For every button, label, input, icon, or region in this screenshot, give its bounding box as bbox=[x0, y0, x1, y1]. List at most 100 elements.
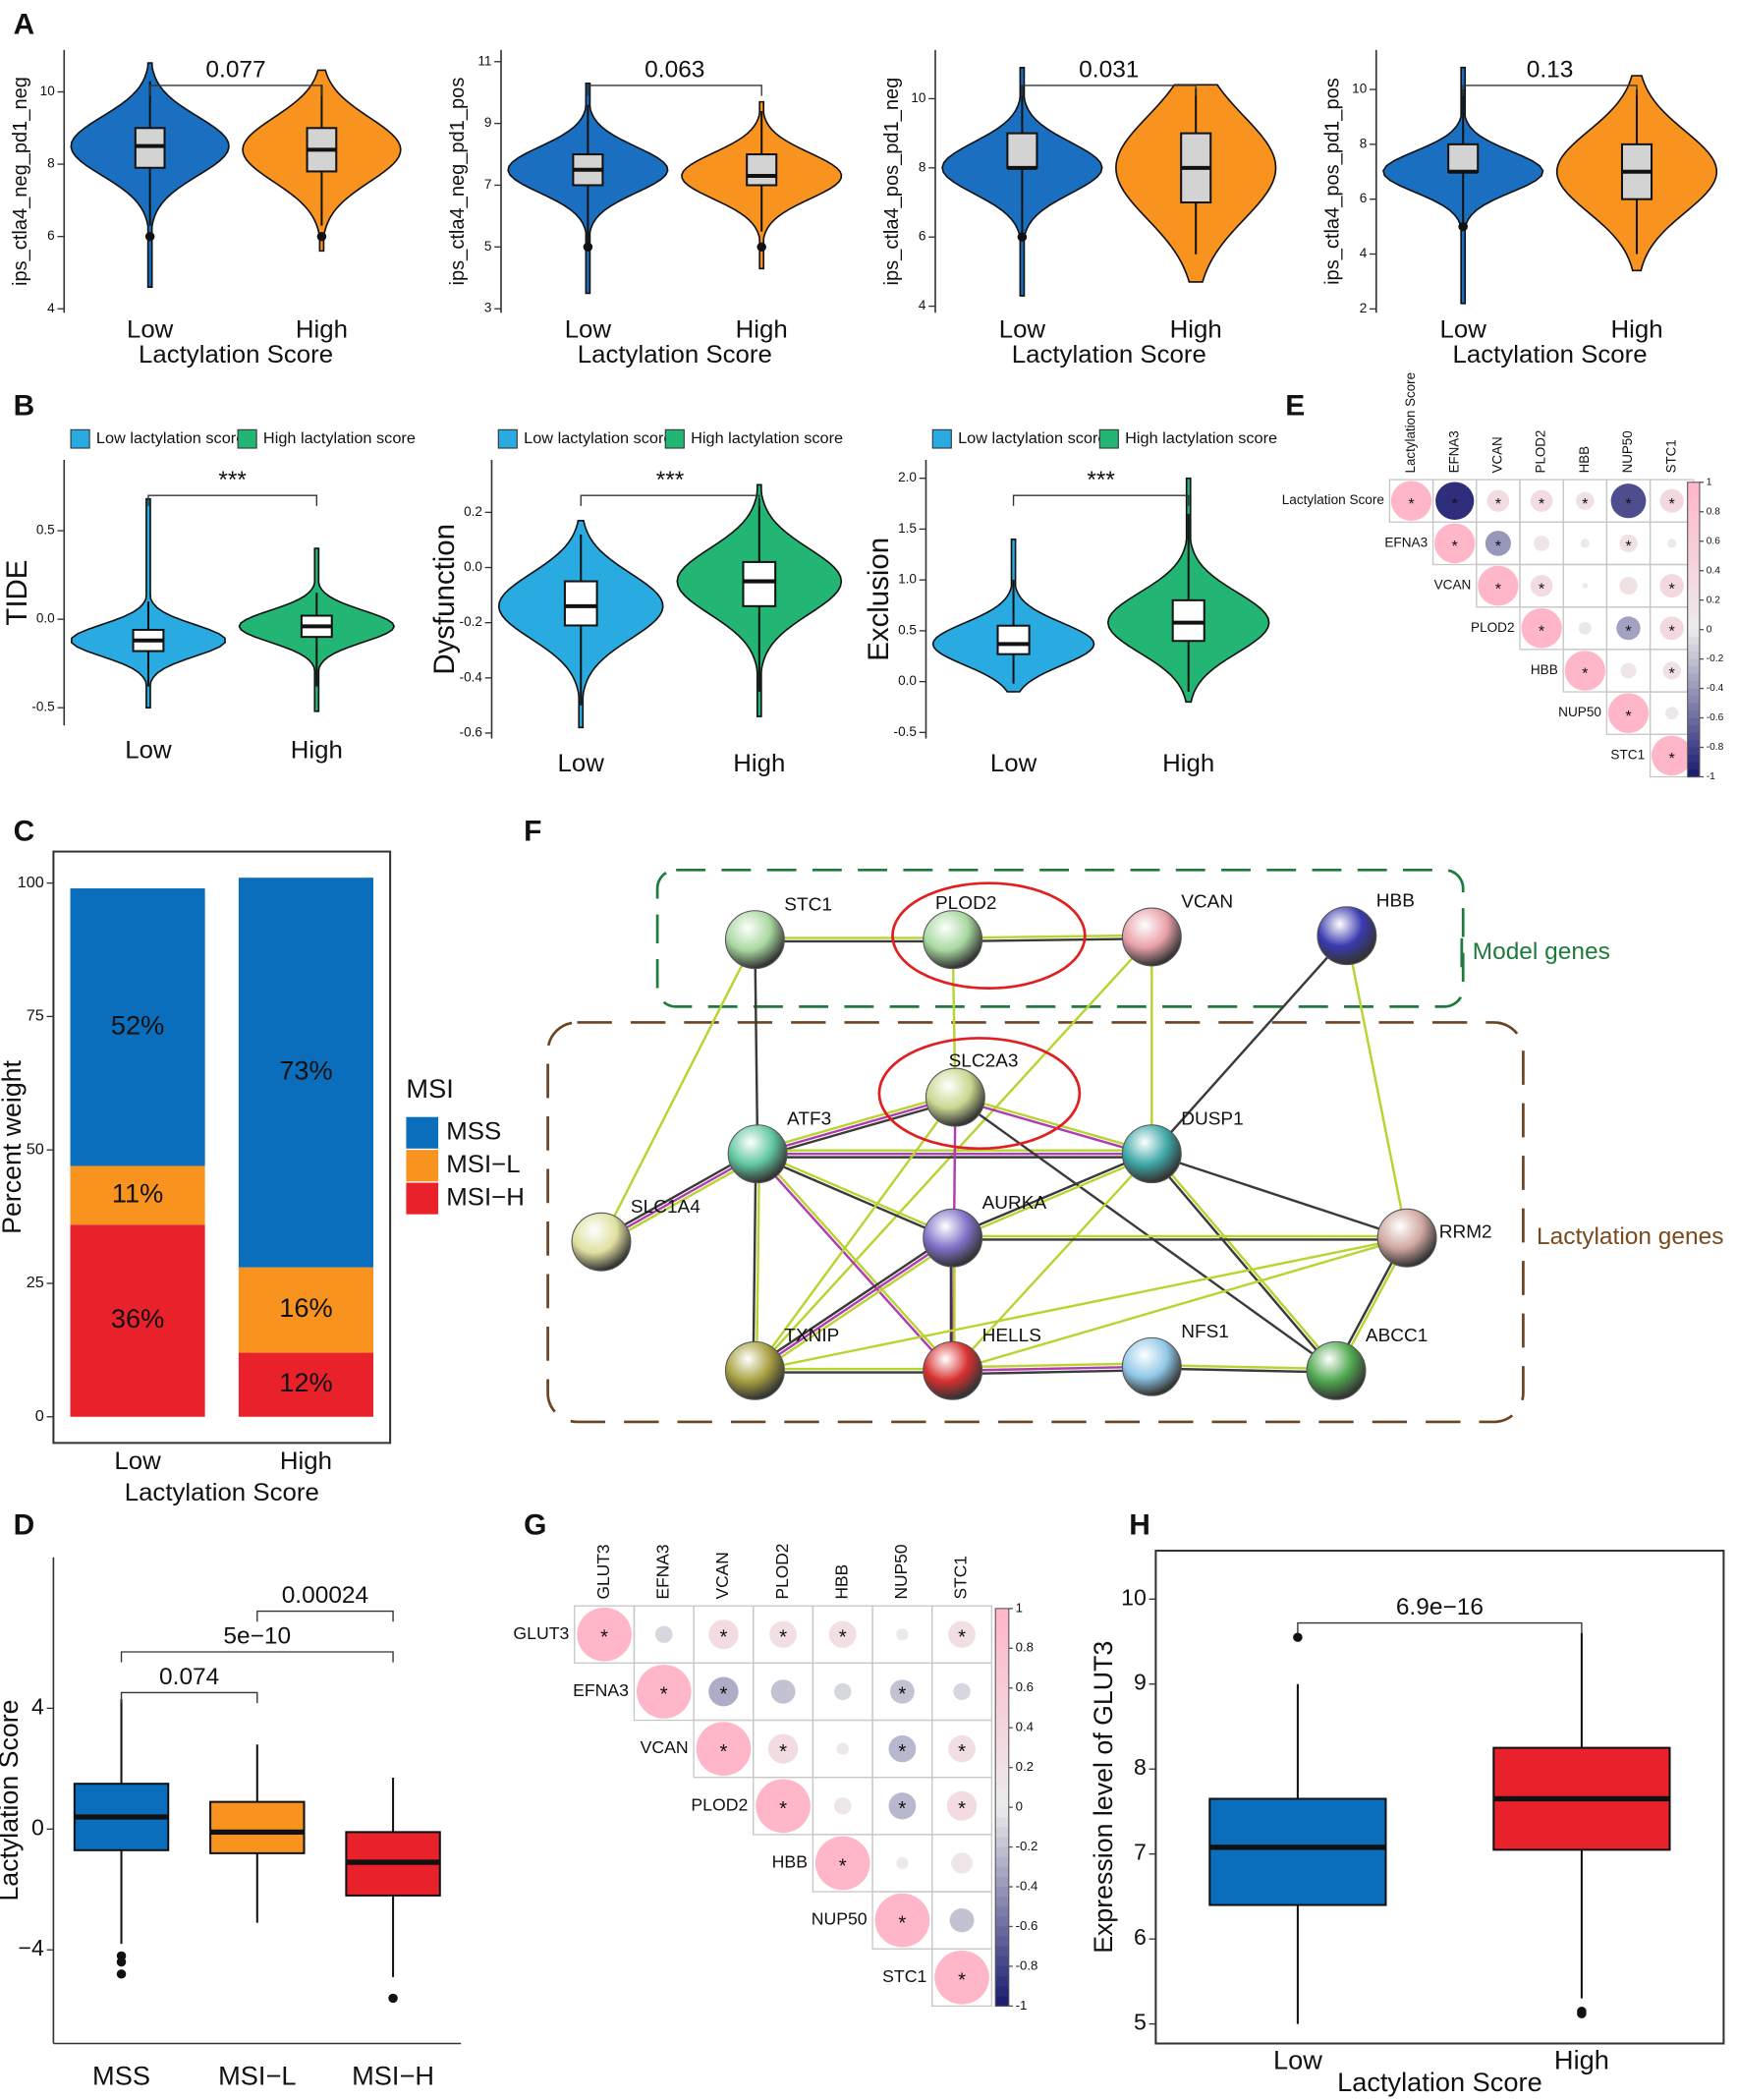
y-tick-label: 7 bbox=[1134, 1840, 1147, 1865]
network-node bbox=[571, 1212, 632, 1272]
colorbar-step bbox=[995, 1897, 1009, 1907]
row-label: STC1 bbox=[1610, 748, 1645, 763]
significance-star: * bbox=[1495, 580, 1502, 597]
panel-letter: G bbox=[524, 1509, 546, 1542]
p-value-label: 5e−10 bbox=[223, 1623, 291, 1650]
y-tick-label: 8 bbox=[1134, 1754, 1147, 1780]
y-tick-label: 0 bbox=[31, 1814, 44, 1840]
x-axis-title: Lactylation Score bbox=[1453, 341, 1648, 369]
network-edge bbox=[756, 1154, 953, 1241]
legend-swatch bbox=[406, 1116, 439, 1149]
colorbar-step bbox=[995, 1837, 1009, 1848]
network-edge bbox=[752, 1233, 952, 1369]
colorbar-step bbox=[1687, 599, 1700, 608]
network-node bbox=[1121, 1336, 1182, 1396]
significance-star: * bbox=[1669, 623, 1676, 641]
significance-star: * bbox=[1408, 495, 1415, 513]
column-label: Lactylation Score bbox=[1403, 372, 1418, 473]
y-tick-label: 0.0 bbox=[36, 611, 55, 626]
correlation-circle bbox=[833, 1797, 852, 1815]
outlier bbox=[1293, 1632, 1303, 1642]
bar-segment bbox=[70, 1224, 205, 1417]
column-label: HBB bbox=[831, 1564, 851, 1600]
column-label: PLOD2 bbox=[772, 1544, 792, 1600]
colorbar-step bbox=[1687, 614, 1700, 623]
legend-label: Low lactylation score bbox=[96, 429, 245, 447]
column-label: HBB bbox=[1577, 446, 1592, 473]
network-edge bbox=[1345, 935, 1409, 1238]
correlation-circle bbox=[1620, 662, 1637, 679]
x-tick-label: Low bbox=[558, 750, 605, 777]
colorbar-step bbox=[1687, 555, 1700, 564]
node-label: NFS1 bbox=[1181, 1322, 1229, 1342]
correlation-circle bbox=[1578, 621, 1592, 635]
correlation-circle bbox=[696, 1722, 752, 1776]
colorbar-step bbox=[995, 1728, 1009, 1738]
x-tick-label: High bbox=[291, 737, 343, 765]
colorbar-step bbox=[1687, 652, 1700, 660]
column-label: VCAN bbox=[712, 1552, 732, 1599]
significance-star: * bbox=[1539, 580, 1545, 597]
bar-value-label: 52% bbox=[111, 1011, 164, 1041]
panel-letter: C bbox=[14, 816, 35, 848]
y-tick-label: 9 bbox=[1134, 1670, 1147, 1695]
network-edge bbox=[755, 1236, 1408, 1372]
outlier bbox=[116, 1969, 127, 1979]
y-tick-label: 50 bbox=[27, 1141, 44, 1159]
network-node bbox=[1121, 1124, 1182, 1184]
colorbar-step bbox=[995, 1965, 1009, 1977]
correlation-circle bbox=[1576, 491, 1595, 510]
network-node bbox=[925, 1067, 985, 1127]
y-tick-label: 10 bbox=[1121, 1584, 1147, 1610]
significance-star: * bbox=[958, 1627, 966, 1649]
network-edge bbox=[952, 1236, 1408, 1372]
network: STC1 PLOD2 VCAN HBB SLC2A3 ATF3 DUSP1 SLC1A4 AUR… bbox=[571, 890, 1492, 1400]
network-edge bbox=[602, 1156, 760, 1246]
correlation-circle bbox=[1434, 523, 1476, 564]
correlation-circle bbox=[1521, 607, 1562, 649]
colorbar-step bbox=[995, 1658, 1009, 1670]
colorbar-step bbox=[1687, 504, 1700, 513]
significance-star: * bbox=[1452, 538, 1459, 555]
y-tick-label: 8 bbox=[919, 159, 926, 174]
significance-star: * bbox=[779, 1741, 787, 1763]
significance-star: * bbox=[958, 1741, 966, 1763]
y-axis-title: Percent weight bbox=[0, 1060, 27, 1234]
x-tick-label: High bbox=[1554, 2045, 1609, 2074]
comparison-bracket bbox=[147, 494, 317, 506]
model-genes-box bbox=[655, 868, 1465, 1008]
network-edge bbox=[1151, 1367, 1336, 1374]
colorbar-step bbox=[1687, 710, 1700, 719]
legend-swatch bbox=[1098, 428, 1119, 449]
significance-star: * bbox=[1539, 495, 1545, 513]
comparison-bracket bbox=[1462, 85, 1638, 96]
x-axis-title: Lactylation Score bbox=[1012, 341, 1206, 369]
colorbar-step bbox=[995, 1697, 1009, 1709]
colorbar-step bbox=[1687, 607, 1700, 616]
bar-value-label: 11% bbox=[112, 1179, 163, 1209]
network-edge bbox=[952, 1154, 1153, 1241]
network-edge bbox=[1151, 1363, 1337, 1371]
highlight-ring bbox=[877, 1037, 1082, 1151]
x-tick-label: Low bbox=[565, 316, 612, 344]
bar-value-label: 12% bbox=[279, 1368, 332, 1397]
y-tick-label: 4 bbox=[1360, 246, 1368, 260]
correlation-circle bbox=[708, 1619, 739, 1650]
significance-star: * bbox=[1539, 623, 1545, 641]
correlation-circle bbox=[833, 1682, 852, 1701]
network-edge bbox=[1151, 1152, 1339, 1371]
colorbar-step bbox=[1687, 489, 1700, 498]
colorbar-step bbox=[1687, 681, 1700, 690]
x-tick-label: High bbox=[1610, 316, 1662, 344]
correlation-circle bbox=[874, 1893, 930, 1948]
node-label: VCAN bbox=[1181, 892, 1233, 913]
row-label: PLOD2 bbox=[1471, 620, 1515, 635]
legend-swatch bbox=[497, 428, 518, 449]
correlation-circle bbox=[1534, 536, 1550, 551]
colorbar-step bbox=[995, 1638, 1009, 1649]
correlation-circle bbox=[1580, 539, 1590, 548]
y-tick-label: 10 bbox=[1352, 82, 1367, 96]
significance-star: * bbox=[1669, 750, 1676, 767]
network-edge bbox=[756, 1093, 955, 1152]
network-edge bbox=[952, 937, 1152, 943]
